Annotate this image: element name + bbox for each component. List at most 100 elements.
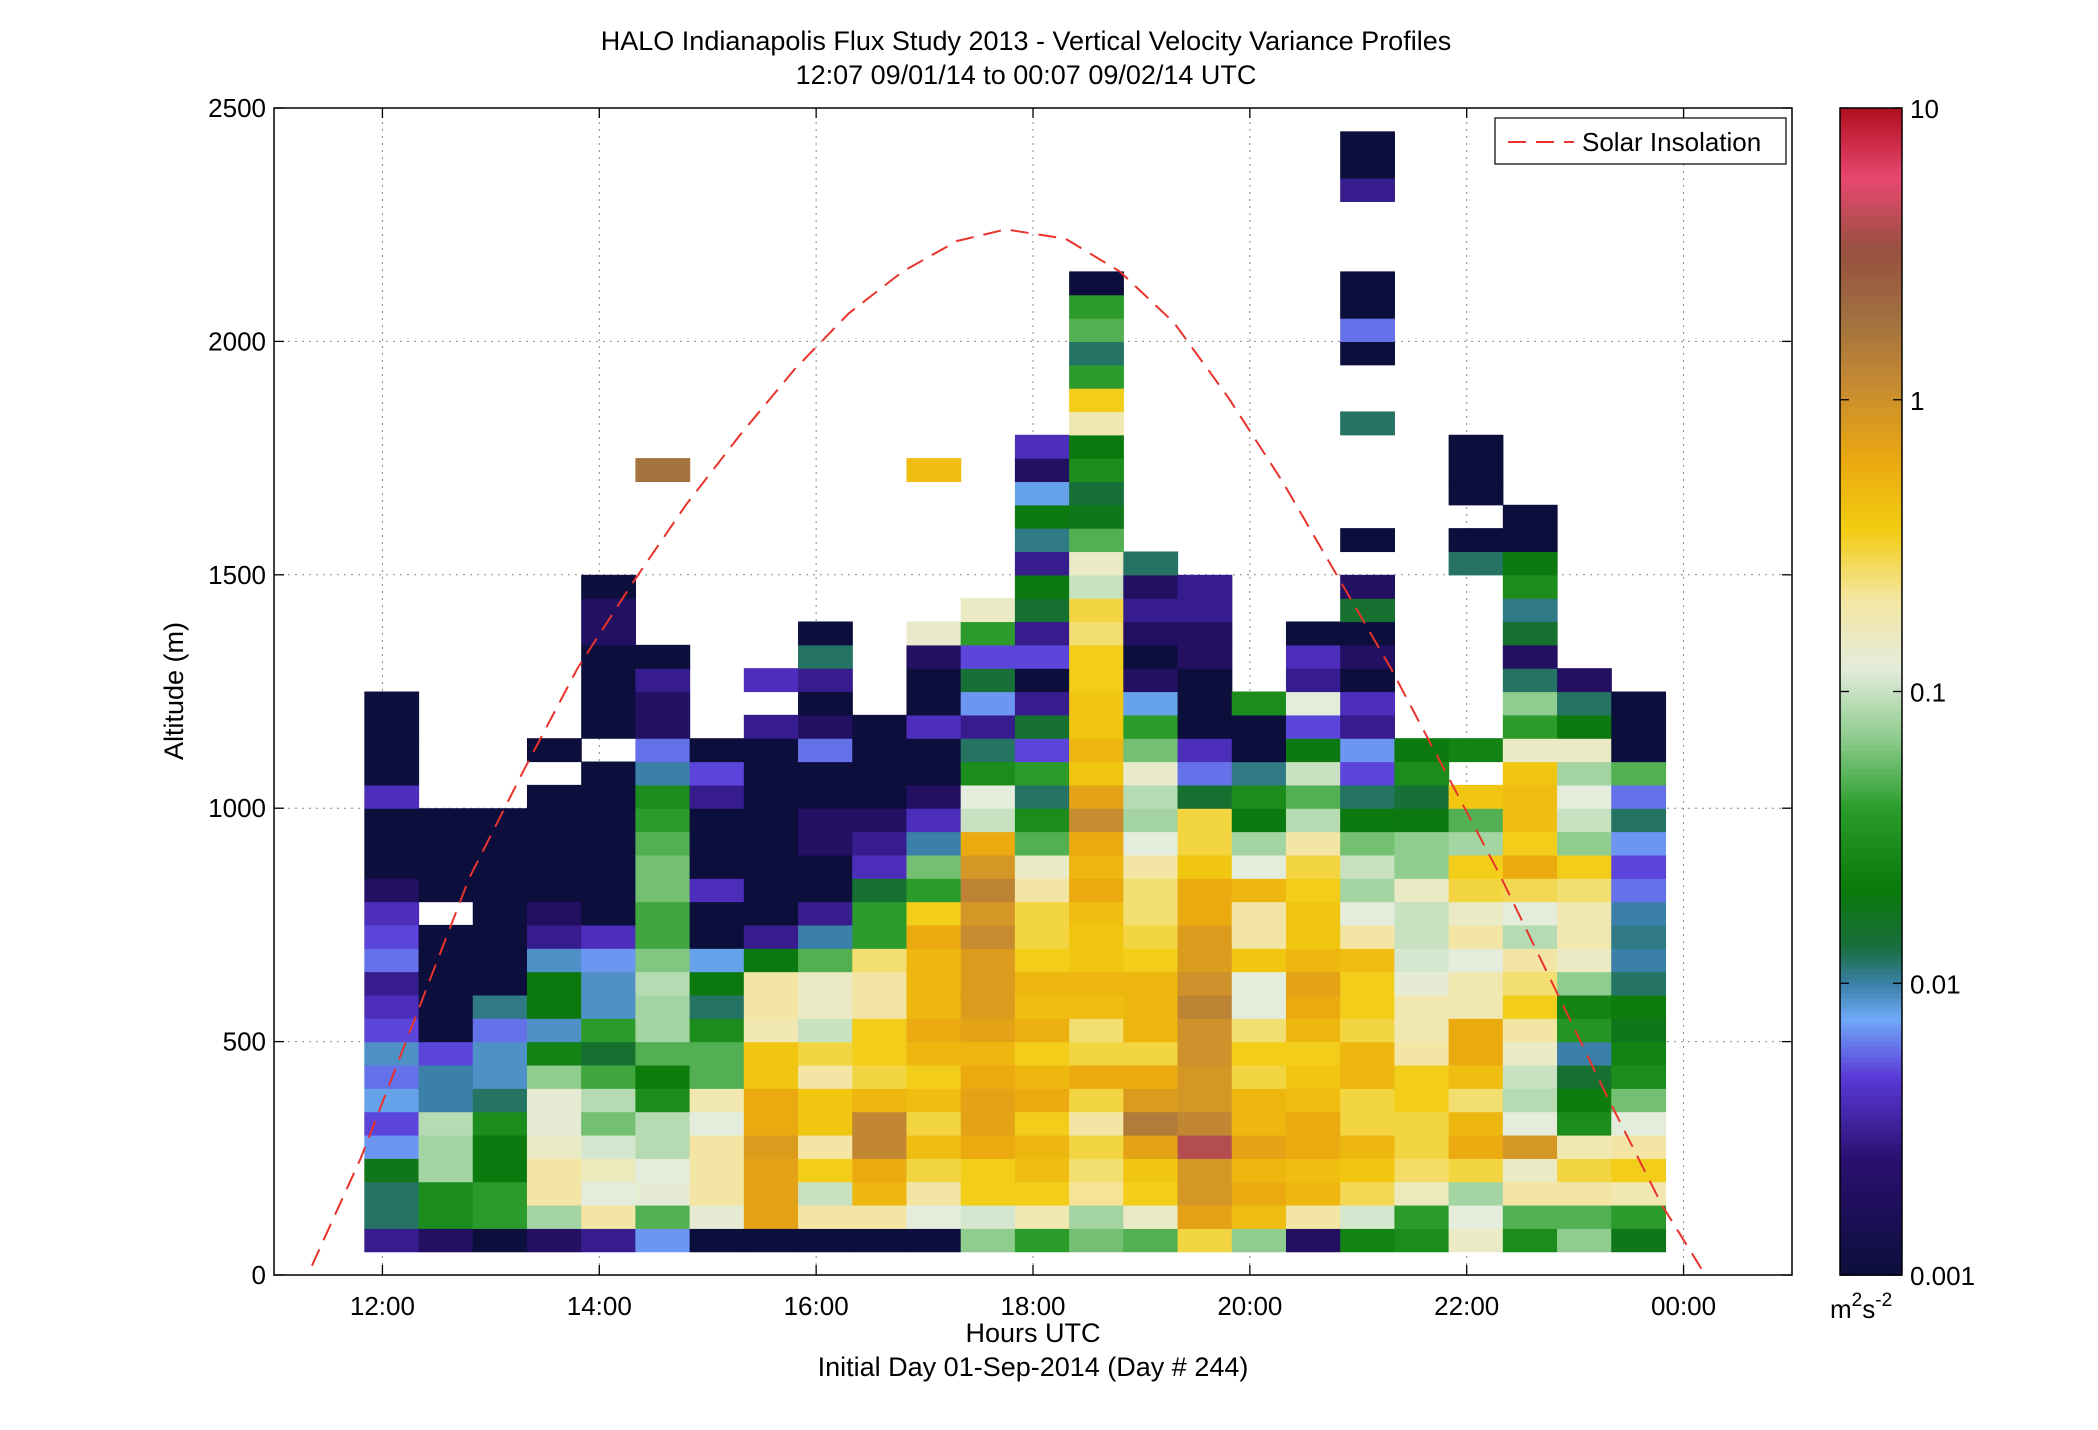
heatmap-cell xyxy=(1069,1158,1124,1183)
colorbar-segment xyxy=(1840,355,1902,362)
colorbar-segment xyxy=(1840,1124,1902,1130)
heatmap-cell xyxy=(364,808,420,879)
heatmap-cell xyxy=(1557,1134,1612,1159)
heatmap-cell xyxy=(1231,691,1287,716)
colorbar-segment xyxy=(1840,817,1902,824)
heatmap-cell xyxy=(1014,504,1070,529)
heatmap-cell xyxy=(1394,1228,1450,1253)
colorbar-segment xyxy=(1840,813,1902,819)
heatmap-cell xyxy=(526,924,582,949)
heatmap-cell xyxy=(1123,1018,1179,1043)
heatmap-cell xyxy=(1069,528,1124,553)
colorbar-segment xyxy=(1840,569,1902,576)
heatmap-cell xyxy=(1285,714,1341,739)
colorbar-segment xyxy=(1840,706,1902,712)
heatmap-cell xyxy=(581,1111,636,1136)
heatmap-cell xyxy=(1069,971,1124,996)
heatmap-cell xyxy=(1340,1228,1395,1253)
heatmap-cell xyxy=(1014,1134,1070,1159)
heatmap-cell xyxy=(1502,971,1558,996)
heatmap-cell xyxy=(526,808,582,903)
colorbar-segment xyxy=(1840,122,1902,129)
heatmap-cell xyxy=(635,1158,691,1183)
heatmap-cell xyxy=(364,1111,420,1136)
heatmap-cell xyxy=(960,1088,1016,1136)
heatmap-cell xyxy=(1285,901,1341,949)
colorbar-segment xyxy=(1840,1202,1902,1208)
heatmap-cell xyxy=(1123,1181,1179,1206)
heatmap-cell xyxy=(1014,481,1070,506)
colorbar-segment xyxy=(1840,842,1902,848)
heatmap-cell xyxy=(1448,948,1504,973)
heatmap-cell xyxy=(1285,668,1341,693)
colorbar-segment xyxy=(1840,696,1902,703)
heatmap-cell xyxy=(418,1228,474,1253)
heatmap-cell xyxy=(1557,994,1612,1019)
heatmap-cell xyxy=(1014,714,1070,739)
heatmap-cell xyxy=(1069,1228,1124,1253)
heatmap-cell xyxy=(1014,831,1070,856)
heatmap-cell xyxy=(798,644,853,669)
heatmap-cell xyxy=(1611,1088,1667,1113)
heatmap-cell xyxy=(1557,738,1612,763)
heatmap-cell xyxy=(906,714,962,739)
heatmap-cell xyxy=(1285,1181,1341,1206)
heatmap-cell xyxy=(1502,831,1558,856)
colorbar-segment xyxy=(1840,827,1902,834)
heatmap-cell xyxy=(852,878,908,903)
heatmap-cell xyxy=(635,738,691,763)
heatmap-cell xyxy=(689,948,745,973)
heatmap-cell xyxy=(1177,1228,1233,1253)
colorbar-segment xyxy=(1840,769,1902,775)
heatmap-cell xyxy=(1285,1204,1341,1229)
heatmap-cell xyxy=(1123,761,1179,786)
heatmap-cell xyxy=(1448,878,1504,903)
colorbar-segment xyxy=(1840,881,1902,887)
colorbar-segment xyxy=(1840,458,1902,464)
colorbar-segment xyxy=(1840,628,1902,634)
colorbar-segment xyxy=(1840,910,1902,916)
heatmap-cell xyxy=(364,1088,420,1113)
heatmap-cell xyxy=(1448,551,1504,576)
heatmap-cell xyxy=(635,901,691,949)
heatmap-cell xyxy=(1231,1018,1287,1043)
colorbar-segment xyxy=(1840,108,1902,114)
colorbar-segment xyxy=(1840,176,1902,182)
heatmap-cell xyxy=(1340,761,1395,786)
heatmap-cell xyxy=(906,1204,962,1229)
heatmap-cell xyxy=(1340,1158,1395,1183)
heatmap-cell xyxy=(743,948,799,973)
colorbar-segment xyxy=(1840,992,1902,999)
heatmap-cell xyxy=(1394,1181,1450,1206)
solar-insolation-series xyxy=(310,228,1707,1276)
heatmap-cell xyxy=(1123,924,1179,949)
heatmap-cell xyxy=(1285,738,1341,763)
heatmap-cell xyxy=(1069,924,1124,973)
heatmap-cell xyxy=(1448,784,1504,809)
colorbar-segment xyxy=(1840,166,1902,173)
heatmap-cell xyxy=(526,1204,582,1229)
colorbar-segment xyxy=(1840,326,1902,333)
colorbar-segment xyxy=(1840,1090,1902,1096)
colorbar-segment xyxy=(1840,856,1902,863)
heatmap-cell xyxy=(1123,784,1179,809)
colorbar-segment xyxy=(1840,1095,1902,1101)
heatmap-cell xyxy=(1014,948,1070,973)
heatmap-cell xyxy=(1014,434,1070,459)
heatmap-cell xyxy=(1123,971,1179,1019)
colorbar-segment xyxy=(1840,1265,1902,1271)
heatmap-cell xyxy=(1285,1111,1341,1159)
heatmap-cell xyxy=(364,901,420,926)
colorbar-segment xyxy=(1840,1022,1902,1028)
chart-subtitle: 12:07 09/01/14 to 00:07 09/02/14 UTC xyxy=(796,60,1257,90)
heatmap-cell xyxy=(1177,784,1233,809)
heatmap-cell xyxy=(1123,1204,1179,1229)
colorbar-segment xyxy=(1840,691,1902,698)
heatmap-cell xyxy=(1069,1134,1124,1159)
colorbar-segment xyxy=(1840,307,1902,314)
colorbar-segment xyxy=(1840,161,1902,168)
heatmap-cell xyxy=(1340,411,1395,436)
colorbar-segment xyxy=(1840,866,1902,873)
heatmap-cell xyxy=(1014,551,1070,576)
colorbar-segment xyxy=(1840,1051,1902,1057)
